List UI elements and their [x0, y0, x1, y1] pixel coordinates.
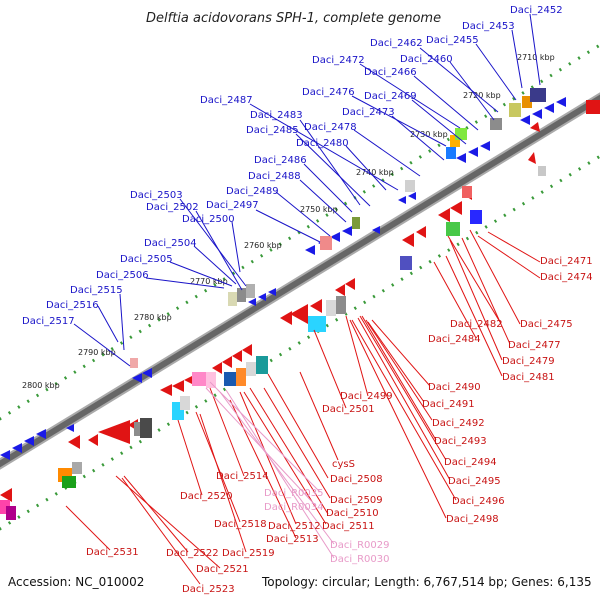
gene-label: Daci_2466 [364, 67, 417, 78]
gene-label: Daci_2508 [330, 474, 383, 485]
gene-label: Daci_2471 [540, 256, 593, 267]
tick-label: 2790 kbp [78, 348, 116, 357]
gene-label: Daci_2482 [450, 319, 503, 330]
gene-label: Daci_2495 [448, 476, 501, 487]
gene-label: Daci_2522 [166, 548, 219, 559]
gene-label: Daci_2460 [400, 54, 453, 65]
gene-label: Daci_2502 [146, 202, 199, 213]
inner-track-dots [0, 154, 600, 531]
gene-label: Daci_2476 [302, 87, 355, 98]
gene-label: Daci_2523 [182, 584, 235, 595]
gene-label: Daci_2489 [226, 186, 279, 197]
gene-label: Daci_2500 [182, 214, 235, 225]
gene-label: Daci_2511 [322, 521, 375, 532]
rna-leader-lines [205, 381, 335, 559]
gene-label: Daci_2491 [422, 399, 475, 410]
gene-label: Daci_2494 [444, 457, 497, 468]
gene-label: Daci_2505 [120, 254, 173, 265]
rna-label: Daci_R0034 [264, 502, 324, 513]
map-title: Delftia acidovorans SPH-1, complete geno… [146, 11, 441, 26]
gene-label: Daci_2473 [342, 107, 395, 118]
top-strand-features [0, 88, 566, 460]
rna-label: Daci_R0029 [330, 540, 390, 551]
gene-label: Daci_2492 [432, 418, 485, 429]
top-cog-boxes [130, 88, 546, 368]
gene-label: Daci_2506 [96, 270, 149, 281]
tick-label: 2730 kbp [410, 130, 448, 139]
gene-label: Daci_2531 [86, 547, 139, 558]
gene-label: Daci_2472 [312, 55, 365, 66]
gene-label: Daci_2475 [520, 319, 573, 330]
gene-label: Daci_2498 [446, 514, 499, 525]
gene-label: Daci_2512 [268, 521, 321, 532]
gene-label: Daci_2510 [326, 508, 379, 519]
gene-label: Daci_2499 [340, 391, 393, 402]
gene-label: Daci_2521 [196, 564, 249, 575]
gene-label: Daci_2515 [70, 285, 123, 296]
outer-track-dots [0, 43, 600, 421]
accession-text: Accession: NC_010002 [8, 575, 144, 589]
gene-label: Daci_2509 [330, 495, 383, 506]
top-leader-lines [73, 13, 541, 367]
gene-label: Daci_2516 [46, 300, 99, 311]
gene-label: Daci_2513 [266, 534, 319, 545]
rna-label: Daci_R0030 [330, 554, 390, 565]
gene-label: Daci_2518 [214, 519, 267, 530]
gene-label: Daci_2487 [200, 95, 253, 106]
gene-label: Daci_2485 [246, 125, 299, 136]
bottom-gene-labels: Daci_2471 Daci_2474 Daci_2475 Daci_2482 … [86, 256, 593, 595]
tick-label: 2780 kbp [134, 313, 172, 322]
tick-label: 2720 kbp [463, 91, 501, 100]
tick-label: 2800 kbp [22, 381, 60, 390]
gene-label: Daci_2474 [540, 272, 593, 283]
gene-label: Daci_2455 [426, 35, 479, 46]
gene-label: Daci_2497 [206, 200, 259, 211]
gene-label: Daci_2490 [428, 382, 481, 393]
rna-gene-labels: Daci_R0035 Daci_R0034 Daci_R0029 Daci_R0… [264, 488, 390, 565]
gene-label: Daci_2486 [254, 155, 307, 166]
top-gene-labels: Daci_2452 Daci_2453 Daci_2455 Daci_2462 … [22, 5, 563, 327]
gene-label: Daci_2484 [428, 334, 481, 345]
bottom-leader-lines [65, 229, 541, 585]
gene-label: Daci_2480 [296, 138, 349, 149]
gene-label: cysS [332, 459, 355, 470]
gene-label: Daci_2477 [508, 340, 561, 351]
gene-label: Daci_2462 [370, 38, 423, 49]
tick-label: 2760 kbp [244, 241, 282, 250]
gene-label: Daci_2488 [248, 171, 301, 182]
gene-label: Daci_2481 [502, 372, 555, 383]
gene-label: Daci_2478 [304, 122, 357, 133]
gene-label: Daci_2519 [222, 548, 275, 559]
tick-label: 2770 kbp [190, 277, 228, 286]
gene-label: Daci_2514 [216, 471, 269, 482]
bottom-strand-features [0, 100, 600, 520]
rna-label: Daci_R0035 [264, 488, 324, 499]
genome-backbone [0, 94, 600, 468]
tick-label: 2740 kbp [356, 168, 394, 177]
gene-label: Daci_2453 [462, 21, 515, 32]
gene-label: Daci_2504 [144, 238, 197, 249]
gene-label: Daci_2483 [250, 110, 303, 121]
gene-label: Daci_2479 [502, 356, 555, 367]
gene-label: Daci_2520 [180, 491, 233, 502]
gene-label: Daci_2501 [322, 404, 375, 415]
gene-label: Daci_2469 [364, 91, 417, 102]
bottom-cog-boxes [0, 100, 600, 520]
tick-label: 2750 kbp [300, 205, 338, 214]
gene-label: Daci_2503 [130, 190, 183, 201]
gene-label: Daci_2452 [510, 5, 563, 16]
genome-stats-text: Topology: circular; Length: 6,767,514 bp… [261, 575, 592, 589]
gene-label: Daci_2493 [434, 436, 487, 447]
gene-label: Daci_2517 [22, 316, 75, 327]
gene-label: Daci_2496 [452, 496, 505, 507]
